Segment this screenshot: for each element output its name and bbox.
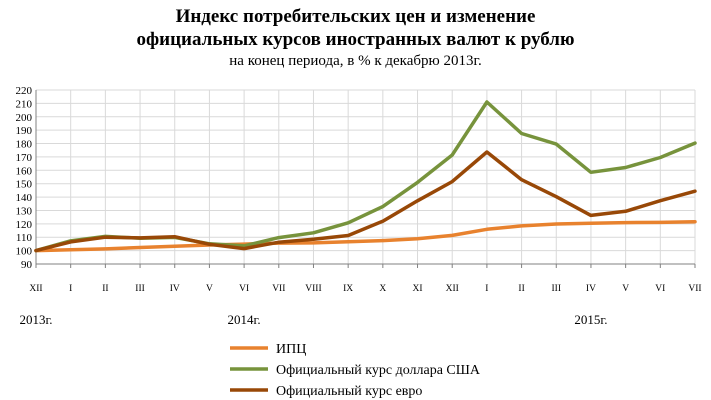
y-tick-label: 90 [21, 259, 33, 271]
x-tick-label: VI [655, 284, 665, 294]
x-tick-label: IV [586, 284, 596, 294]
x-tick-labels: XII I II III IV V VI VII VIII IX X XI XII I II III IV V VI… [29, 284, 701, 294]
x-tick-label: I [485, 284, 488, 294]
x-tick-label: XI [413, 284, 423, 294]
x-tick-label: V [622, 284, 629, 294]
x-tick-label: X [379, 284, 386, 294]
x-tick-label: VIII [305, 284, 321, 294]
legend-label-2: Официальный курс доллара США [276, 363, 481, 378]
year-label: 2013г. [19, 312, 52, 327]
legend: ИПЦ Официальный курс доллара США Официальн… [230, 342, 481, 399]
x-tick-label: IX [343, 284, 353, 294]
series-lines [34, 100, 697, 253]
year-label: 2014г. [228, 312, 261, 327]
axes [35, 90, 696, 268]
y-tick-label: 120 [16, 219, 33, 231]
series-line-3 [34, 150, 697, 253]
year-labels: 2013г. 2014г. 2015г. [19, 312, 607, 327]
x-tick-label: VI [239, 284, 249, 294]
x-tick-label: III [135, 284, 145, 294]
x-tick-label: II [518, 284, 524, 294]
y-tick-label: 210 [16, 98, 33, 110]
x-tick-label: II [102, 284, 108, 294]
legend-label-1: ИПЦ [276, 342, 306, 357]
y-tick-label: 150 [16, 179, 33, 191]
y-tick-label: 180 [16, 139, 33, 151]
chart-title-line2: официальных курсов иностранных валют к р… [136, 29, 575, 50]
series-line-1 [34, 219, 697, 253]
chart-subtitle: на конец периода, в % к декабрю 2013г. [229, 53, 482, 69]
x-tick-label: III [552, 284, 562, 294]
y-tick-label: 140 [16, 192, 33, 204]
x-tick-label: V [206, 284, 213, 294]
x-tick-label: VII [688, 284, 701, 294]
y-tick-label: 130 [16, 205, 33, 217]
y-tick-label: 170 [16, 152, 33, 164]
y-tick-label: 190 [16, 125, 33, 137]
legend-label-3: Официальный курс евро [276, 384, 422, 399]
x-tick-label: XII [446, 284, 459, 294]
x-tick-label: IV [170, 284, 180, 294]
y-tick-label: 220 [16, 85, 33, 97]
x-tick-label: VII [272, 284, 285, 294]
y-tick-label: 100 [16, 246, 33, 258]
y-tick-label: 110 [16, 232, 33, 244]
x-tick-label: I [69, 284, 72, 294]
x-tick-label: XII [29, 284, 42, 294]
chart-title-line1: Индекс потребительских цен и изменение [175, 6, 536, 27]
y-tick-label: 160 [16, 165, 33, 177]
year-label: 2015г. [574, 312, 607, 327]
y-tick-label: 200 [16, 112, 33, 124]
grid [36, 89, 696, 264]
